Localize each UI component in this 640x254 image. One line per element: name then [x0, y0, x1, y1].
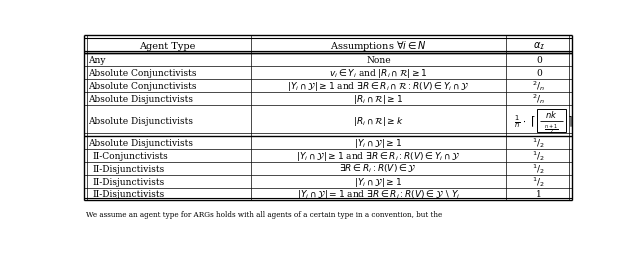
Text: $|Y_i \cap \mathcal{Y}| \geq 1$: $|Y_i \cap \mathcal{Y}| \geq 1$: [355, 175, 403, 188]
Text: We assume an agent type for ARGs holds with all agents of a certain type in a co: We assume an agent type for ARGs holds w…: [86, 210, 443, 218]
Text: $|R_i \cap \mathcal{R}| \geq k$: $|R_i \cap \mathcal{R}| \geq k$: [353, 114, 404, 127]
Text: $^{2}/_{n}$: $^{2}/_{n}$: [532, 79, 545, 93]
Text: Agent Type: Agent Type: [140, 42, 196, 51]
Text: 1: 1: [536, 190, 541, 199]
Text: Absolute Conjunctivists: Absolute Conjunctivists: [88, 82, 196, 91]
Text: None: None: [366, 56, 390, 65]
Text: II-Disjunctivists: II-Disjunctivists: [93, 177, 165, 186]
Text: $^{1}/_{2}$: $^{1}/_{2}$: [532, 174, 545, 188]
Text: Any: Any: [88, 56, 106, 65]
Text: $nk$: $nk$: [545, 109, 557, 120]
Text: $|Y_i \cap \mathcal{Y}| \geq 1$ and $\exists R \in R_i \cap \mathcal{R} : R(V) \: $|Y_i \cap \mathcal{Y}| \geq 1$ and $\ex…: [287, 80, 470, 93]
Text: II-Disjunctivists: II-Disjunctivists: [93, 164, 165, 173]
Text: Assumptions $\forall i \in N$: Assumptions $\forall i \in N$: [330, 39, 427, 53]
Text: $^{1}/_{2}$: $^{1}/_{2}$: [532, 136, 545, 150]
Text: Absolute Disjunctivists: Absolute Disjunctivists: [88, 138, 193, 147]
Text: $^{1}/_{2}$: $^{1}/_{2}$: [532, 162, 545, 176]
Text: II-Disjunctivists: II-Disjunctivists: [93, 190, 165, 199]
Text: $|Y_i \cap \mathcal{Y}| = 1$ and $\exists R \in R_i : R(V) \in \mathcal{Y} \setm: $|Y_i \cap \mathcal{Y}| = 1$ and $\exist…: [297, 188, 460, 201]
Text: $|Y_i \cap \mathcal{Y}| \geq 1$: $|Y_i \cap \mathcal{Y}| \geq 1$: [355, 136, 403, 149]
Text: $^{2}/_{n}$: $^{2}/_{n}$: [532, 92, 545, 106]
Text: $\lceil$: $\lceil$: [530, 114, 536, 128]
Text: $\alpha_{\mathcal{I}}$: $\alpha_{\mathcal{I}}$: [532, 40, 545, 52]
Text: $\frac{n+1}{2}$: $\frac{n+1}{2}$: [545, 122, 559, 137]
Text: II-Conjunctivists: II-Conjunctivists: [93, 151, 169, 160]
Text: Absolute Disjunctivists: Absolute Disjunctivists: [88, 94, 193, 103]
Text: Absolute Conjunctivists: Absolute Conjunctivists: [88, 69, 196, 78]
Text: 0: 0: [536, 69, 541, 78]
Text: $\rceil$: $\rceil$: [567, 114, 573, 128]
Text: $v_i \in Y_i$ and $|R_i \cap \mathcal{R}| \geq 1$: $v_i \in Y_i$ and $|R_i \cap \mathcal{R}…: [329, 67, 428, 80]
Text: Absolute Disjunctivists: Absolute Disjunctivists: [88, 116, 193, 125]
Text: 0: 0: [536, 56, 541, 65]
Text: $|R_i \cap \mathcal{R}| \geq 1$: $|R_i \cap \mathcal{R}| \geq 1$: [353, 92, 403, 105]
Text: $\exists R \in R_i : R(V) \in \mathcal{Y}$: $\exists R \in R_i : R(V) \in \mathcal{Y…: [339, 162, 417, 175]
Text: $|Y_i \cap \mathcal{Y}| \geq 1$ and $\exists R \in R_i : R(V) \in Y_i \cap \math: $|Y_i \cap \mathcal{Y}| \geq 1$ and $\ex…: [296, 149, 461, 162]
Text: $^{1}/_{2}$: $^{1}/_{2}$: [532, 149, 545, 163]
Text: $\frac{1}{n}$ $\cdot$: $\frac{1}{n}$ $\cdot$: [515, 113, 527, 129]
FancyBboxPatch shape: [537, 110, 566, 132]
